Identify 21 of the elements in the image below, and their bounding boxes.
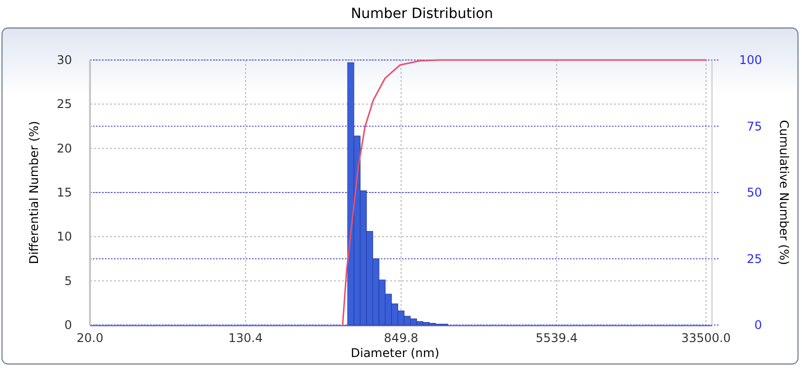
chart-title: Number Distribution (350, 6, 494, 22)
y2-tick-label: 100 (739, 53, 762, 67)
y2-axis-title: Cumulative Number (%) (777, 120, 791, 266)
y-tick-label: 20 (56, 141, 72, 156)
y2-tick-label: 50 (746, 186, 762, 200)
x-tick-label: 849.8 (384, 331, 418, 345)
y2-tick-label: 25 (746, 252, 762, 266)
y-axis-title: Differential Number (%) (27, 120, 41, 264)
y-tick-label: 30 (56, 53, 72, 67)
x-tick-label: 130.4 (228, 331, 263, 345)
y2-tick-label: 0 (754, 318, 762, 332)
y2-tick-label: 75 (746, 119, 762, 134)
y-tick-label: 10 (56, 230, 72, 244)
y-tick-label: 5 (64, 274, 72, 288)
x-tick-label: 33500.0 (681, 331, 731, 345)
x-tick-label: 20.0 (76, 331, 104, 345)
x-tick-label: 5539.4 (536, 331, 578, 345)
y-tick-label: 15 (56, 186, 72, 200)
x-axis-title: Diameter (nm) (350, 346, 440, 360)
y-tick-label: 0 (64, 318, 72, 332)
y-tick-label: 25 (56, 97, 72, 112)
